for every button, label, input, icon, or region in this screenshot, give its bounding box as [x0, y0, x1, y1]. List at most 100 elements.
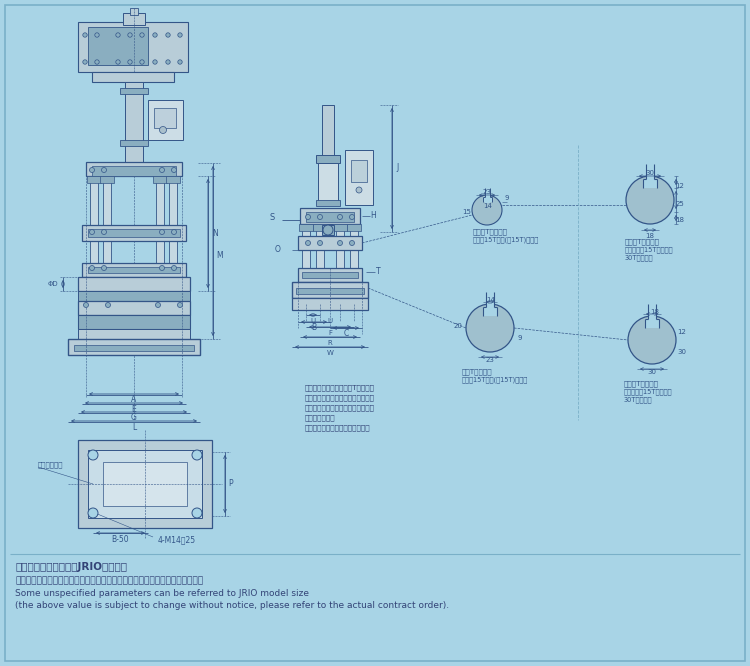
Circle shape	[140, 33, 144, 37]
Circle shape	[101, 230, 106, 234]
Text: N: N	[212, 230, 217, 238]
Circle shape	[89, 168, 94, 172]
Bar	[306, 212, 354, 222]
Circle shape	[178, 60, 182, 64]
Bar	[322, 225, 334, 235]
Circle shape	[626, 176, 674, 224]
Bar	[120, 88, 148, 94]
Text: 底板T型槽尺寸: 底板T型槽尺寸	[462, 369, 493, 376]
Circle shape	[94, 60, 99, 64]
Text: Some unspecified parameters can be referred to JRIO model size: Some unspecified parameters can be refer…	[15, 589, 309, 599]
Text: 移动板T型槽尺寸: 移动板T型槽尺寸	[473, 228, 508, 235]
Bar	[78, 291, 190, 301]
Circle shape	[317, 240, 322, 246]
Bar	[486, 292, 494, 308]
Text: (the above value is subject to change without notice, please refer to the actual: (the above value is subject to change wi…	[15, 601, 449, 611]
Text: 移动板T型槽尺寸: 移动板T型槽尺寸	[624, 381, 659, 388]
Circle shape	[356, 187, 362, 193]
Circle shape	[116, 33, 120, 37]
Bar	[300, 208, 360, 224]
Circle shape	[101, 168, 106, 172]
Text: 具体情况视实际装配置要时而定：: 具体情况视实际装配置要时而定：	[305, 425, 370, 432]
Bar	[78, 329, 190, 339]
Text: R: R	[328, 340, 332, 346]
Bar	[482, 197, 491, 202]
Bar	[100, 176, 114, 183]
Text: （适用15T以下(含15T)机型）: （适用15T以下(含15T)机型）	[462, 377, 528, 384]
Bar	[86, 162, 182, 176]
Circle shape	[89, 266, 94, 270]
Circle shape	[101, 266, 106, 270]
Circle shape	[323, 225, 333, 235]
Text: 孔位来开孔）。: 孔位来开孔）。	[305, 415, 336, 422]
Text: 或者在移动板上面钻孔使用牙孔固定: 或者在移动板上面钻孔使用牙孔固定	[305, 395, 375, 402]
Bar	[78, 440, 212, 528]
Circle shape	[89, 230, 94, 234]
Bar	[154, 108, 176, 128]
Text: （以上数值如因产品改进而变更恕不另行通知，请参照实际合同订单附图为准）: （以上数值如因产品改进而变更恕不另行通知，请参照实际合同订单附图为准）	[15, 577, 203, 585]
Text: 23: 23	[482, 189, 491, 195]
Bar	[153, 176, 167, 183]
Circle shape	[172, 168, 176, 172]
Text: （适用大于15T小于等于: （适用大于15T小于等于	[625, 246, 674, 253]
Circle shape	[116, 60, 120, 64]
Bar	[336, 224, 344, 304]
Bar	[302, 272, 358, 278]
Text: B: B	[311, 324, 316, 332]
Circle shape	[160, 168, 164, 172]
Bar	[313, 224, 327, 231]
Circle shape	[128, 60, 132, 64]
Text: 9: 9	[518, 335, 522, 341]
Bar	[78, 277, 190, 291]
Circle shape	[166, 33, 170, 37]
Bar	[103, 176, 111, 291]
Bar	[120, 140, 148, 146]
Bar	[166, 176, 180, 183]
Text: 30: 30	[677, 349, 686, 355]
Circle shape	[160, 127, 166, 133]
Text: ΦD: ΦD	[48, 281, 58, 287]
Bar	[78, 315, 190, 329]
Text: （适用大于15T小于等于: （适用大于15T小于等于	[624, 389, 673, 396]
Text: 18: 18	[646, 233, 655, 239]
Text: B-50: B-50	[111, 535, 129, 543]
Bar	[153, 284, 167, 291]
Circle shape	[153, 60, 158, 64]
Bar	[123, 13, 145, 25]
Circle shape	[192, 508, 202, 518]
Text: G: G	[131, 414, 137, 422]
Bar	[82, 225, 186, 241]
Bar	[351, 160, 367, 182]
Circle shape	[88, 450, 98, 460]
Bar	[313, 297, 327, 304]
Bar	[646, 164, 654, 180]
Text: 30: 30	[646, 170, 655, 176]
Bar	[298, 236, 362, 250]
Circle shape	[192, 450, 202, 460]
Bar	[347, 224, 361, 231]
Text: 30T的机型）: 30T的机型）	[625, 254, 653, 261]
Circle shape	[628, 316, 676, 364]
Text: O: O	[275, 246, 281, 254]
Circle shape	[305, 240, 310, 246]
Bar	[78, 301, 190, 315]
Circle shape	[172, 230, 176, 234]
Bar	[87, 176, 101, 183]
Text: 4-M14深25: 4-M14深25	[158, 535, 196, 545]
Circle shape	[140, 60, 144, 64]
Bar	[322, 105, 334, 160]
Text: S: S	[269, 214, 274, 222]
Circle shape	[160, 266, 164, 270]
Text: J: J	[397, 163, 399, 172]
Bar	[88, 27, 148, 65]
Text: T: T	[376, 268, 380, 276]
Bar	[100, 284, 114, 291]
Circle shape	[160, 230, 164, 234]
Bar	[298, 268, 362, 282]
Bar	[92, 72, 174, 82]
Circle shape	[82, 60, 87, 64]
Text: M: M	[217, 250, 223, 260]
Bar	[103, 462, 187, 506]
Circle shape	[166, 60, 170, 64]
Text: 移动板T型槽尺寸: 移动板T型槽尺寸	[625, 238, 660, 245]
